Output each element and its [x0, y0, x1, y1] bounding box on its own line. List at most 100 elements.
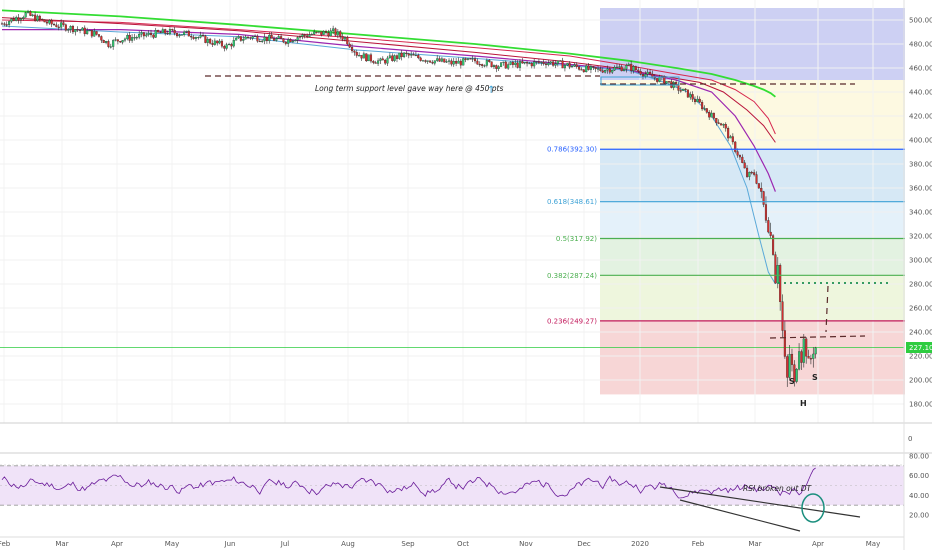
- candle-body: [481, 64, 484, 66]
- candle-body: [675, 82, 678, 85]
- fib-zone-band: [600, 149, 905, 202]
- candle-body: [701, 102, 704, 110]
- candle-body: [228, 44, 231, 46]
- candle-body: [209, 38, 212, 44]
- candle-body: [755, 174, 758, 184]
- neckline[interactable]: [769, 335, 866, 339]
- candle-body: [332, 28, 335, 31]
- candle-body: [568, 63, 571, 68]
- candle-body: [81, 27, 84, 31]
- breakdown-box[interactable]: [600, 76, 680, 86]
- candle-body: [83, 27, 86, 35]
- time-tick-label: Nov: [519, 540, 533, 548]
- candle-body: [185, 30, 188, 33]
- candle-body: [216, 40, 219, 44]
- candle-body: [658, 76, 661, 82]
- candle-body: [109, 46, 112, 48]
- candle-body: [509, 61, 512, 65]
- candle-body: [464, 58, 467, 60]
- candle-body: [128, 35, 131, 41]
- candle-body: [429, 60, 432, 63]
- candle-body: [327, 32, 330, 37]
- candle-body: [783, 330, 786, 357]
- candle-body: [310, 34, 313, 36]
- candle-body: [351, 47, 354, 52]
- candle-body: [667, 81, 671, 83]
- candle-body: [540, 61, 543, 63]
- candle-body: [689, 94, 692, 98]
- candle-body: [339, 31, 342, 37]
- candle-body: [211, 43, 214, 45]
- candle-body: [362, 53, 365, 59]
- candle-body: [582, 69, 585, 73]
- candle-body: [57, 26, 60, 28]
- candle-body: [436, 58, 439, 61]
- candle-body: [485, 60, 488, 66]
- rsi-trendline-lower[interactable]: [679, 499, 801, 532]
- price-tick-label: 180.00: [909, 401, 932, 409]
- candle-body: [230, 44, 233, 47]
- fib-zone-band: [600, 201, 905, 239]
- candle-body: [488, 60, 491, 62]
- candle-body: [748, 172, 751, 177]
- candle-body: [677, 84, 680, 91]
- ma-200-line: [1, 9, 776, 98]
- candle-body: [41, 18, 44, 20]
- candle-body: [528, 63, 531, 65]
- candle-body: [369, 54, 373, 62]
- time-axis[interactable]: Feb Mar Apr May Jun Jul Aug Sep Oct Nov Dec 2020 Feb…: [0, 536, 904, 548]
- candle-body: [149, 32, 153, 36]
- candle-body: [500, 62, 503, 67]
- candle-body: [69, 26, 72, 30]
- candle-body: [795, 368, 798, 382]
- price-tick-label: 400.00: [909, 137, 932, 145]
- rsi-breakout-circle[interactable]: [801, 493, 825, 523]
- candle-body: [5, 24, 8, 26]
- candle-body: [38, 15, 41, 20]
- candle-body: [192, 36, 195, 39]
- candle-body: [45, 21, 48, 24]
- candle-body: [630, 63, 633, 71]
- price-tick-label: 340.00: [909, 209, 932, 217]
- candle-body: [507, 64, 510, 69]
- candle-body: [272, 38, 276, 41]
- candle-body: [343, 37, 347, 40]
- price-tick-label: 280.00: [909, 281, 932, 289]
- candle-body: [535, 61, 538, 63]
- support-annotation: Long term support level gave way here @ …: [315, 84, 503, 93]
- candle-body: [634, 66, 637, 71]
- candle-body: [663, 76, 666, 84]
- target-projection[interactable]: [825, 285, 829, 333]
- candle-body: [604, 70, 607, 73]
- candle-body: [157, 30, 160, 33]
- candle-body: [757, 183, 760, 189]
- candle-body: [348, 43, 351, 48]
- candle-body: [187, 30, 190, 37]
- candle-body: [289, 39, 292, 43]
- price-tick-label: 360.00: [909, 185, 932, 193]
- rsi-tick-label: 20.00: [909, 512, 929, 520]
- rsi-pane[interactable]: RSI broken out DT 80.00 60.00 40.00 20.00: [0, 453, 929, 532]
- candle-body: [440, 58, 443, 62]
- candle-body: [322, 31, 325, 35]
- candle-body: [698, 98, 701, 103]
- rsi-trendline-upper[interactable]: [659, 486, 861, 518]
- candle-body: [173, 29, 176, 34]
- candle-body: [48, 20, 51, 24]
- candle-body: [618, 66, 621, 68]
- candle-body: [734, 141, 737, 152]
- candle-body: [594, 67, 597, 70]
- candle-body: [239, 36, 242, 41]
- candle-body: [381, 58, 384, 61]
- candle-body: [715, 118, 718, 123]
- candle-body: [656, 78, 659, 82]
- candle-body: [95, 31, 98, 35]
- candle-body: [220, 40, 224, 47]
- candle-body: [729, 136, 732, 139]
- price-axis[interactable]: 500.00 480.00 460.00 440.00 420.00 400.00 380.…: [909, 17, 932, 409]
- candle-body: [142, 32, 145, 37]
- volume-axis-tick: 0: [908, 435, 912, 443]
- candle-body: [74, 29, 77, 33]
- candle-body: [651, 74, 654, 78]
